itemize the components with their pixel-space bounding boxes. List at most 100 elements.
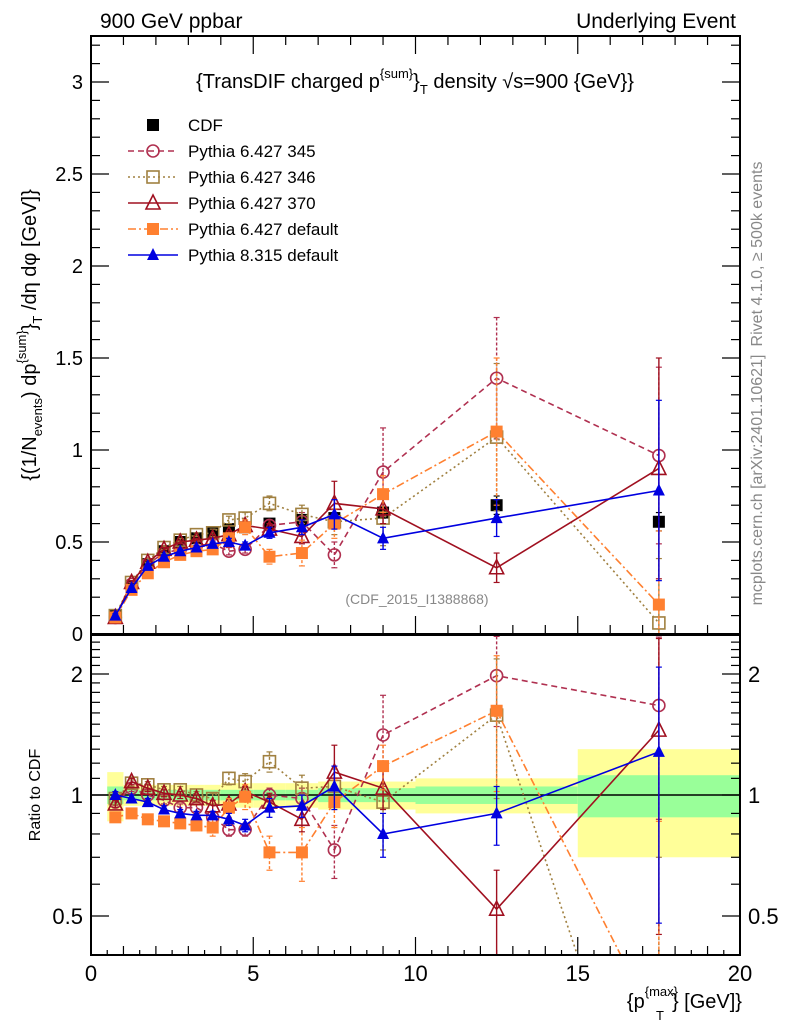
main-data-point (295, 547, 308, 560)
main-data-point (109, 608, 122, 621)
ratio-data-point (222, 801, 235, 814)
ratio-data-point (141, 795, 154, 808)
ratio-y-tick-label-left: 0.5 (52, 904, 83, 929)
ratio-data-point (109, 788, 122, 800)
ratio-frame (90, 634, 741, 956)
main-y-tick-label: 0.5 (55, 532, 83, 554)
ratio-data-point (206, 808, 219, 821)
ratio-data-point (158, 802, 171, 815)
ratio-data-point (206, 821, 219, 834)
x-axis-label: {p{max} T} [GeV]} (627, 984, 742, 1023)
main-data-point (295, 520, 308, 533)
ratio-data-point (155, 783, 173, 801)
ratio-series-group (107, 635, 668, 956)
ratio-data-point (293, 809, 311, 827)
ratio-data-point (263, 800, 276, 813)
ratio-data-point (490, 704, 503, 717)
legend-entry: Pythia 8.315 default (128, 246, 339, 265)
main-data-point (652, 598, 665, 611)
x-tick-label: 0 (85, 961, 97, 986)
main-y-tick-label: 1.5 (55, 348, 83, 370)
ratio-data-point (174, 806, 187, 819)
mcplots-label: mcplots.cern.ch [arXiv:2401.10621] (749, 355, 766, 606)
ratio-data-point (295, 846, 308, 859)
header-left-label: 900 GeV ppbar (100, 10, 242, 33)
legend-entry: Pythia 6.427 345 (128, 142, 316, 161)
ratio-data-point (107, 794, 124, 811)
legend-marker (147, 248, 159, 260)
ratio-data-point (490, 806, 503, 819)
main-data-point (263, 525, 276, 538)
main-data-point (190, 540, 203, 553)
legend-entry: CDF (147, 116, 223, 135)
legend-label: Pythia 8.315 default (188, 246, 339, 265)
ratio-data-point (222, 771, 236, 786)
main-data-point (377, 488, 390, 501)
main-data-point (263, 550, 276, 563)
main-data-point (158, 549, 171, 562)
ratio-data-point (222, 812, 235, 825)
ratio-data-point (158, 815, 171, 828)
main-data-point (206, 536, 219, 549)
ratio-data-point (327, 843, 342, 857)
ratio-series-pythia-8-315-default (109, 666, 665, 924)
chart-title: {TransDIF charged p{sum}}T density √s=90… (196, 66, 634, 97)
main-y-tick-label: 2.5 (55, 164, 83, 186)
main-data-point (490, 425, 503, 438)
main-panel: 0 0.5 1 1.5 2 2.5 3 {TransDIF charged p{sum}}T… (14, 35, 741, 646)
main-data-point (262, 496, 277, 511)
ratio-panel: 0.5 0.51 12 20 5 10 15 20 Ratio to CDF {p{max} T… (27, 634, 779, 1023)
main-data-point (327, 548, 342, 562)
main-y-tick-label: 3 (72, 72, 83, 94)
ratio-data-point (374, 778, 392, 795)
legend-label: CDF (188, 116, 223, 135)
legend-entry: Pythia 6.427 370 (128, 193, 316, 213)
ratio-y-tick-label-left: 2 (71, 662, 83, 687)
ratio-y-tick-label-right: 1 (748, 783, 760, 808)
ratio-data-point (239, 818, 252, 831)
ratio-data-point (263, 846, 276, 859)
legend-label: Pythia 6.427 345 (188, 142, 316, 161)
ratio-data-point (139, 778, 157, 795)
x-tick-label: 20 (728, 961, 752, 986)
ratio-data-point (174, 817, 187, 830)
ratio-data-point (652, 744, 665, 757)
ratio-data-point (125, 791, 138, 804)
x-tick-label: 10 (403, 961, 427, 986)
main-y-tick-label: 0 (72, 624, 83, 646)
x-tick-label: 5 (247, 961, 259, 986)
main-series-group (107, 316, 668, 635)
main-data-point (377, 531, 390, 544)
ratio-data-point (109, 811, 122, 824)
legend: CDF Pythia 6.427 345 Pythia 6.427 346 Pythi… (128, 116, 339, 265)
x-tick-label: 15 (566, 961, 590, 986)
legend-label: Pythia 6.427 default (188, 220, 339, 239)
analysis-id-annotation: (CDF_2015_I1388868) (345, 591, 488, 607)
ratio-y-tick-label-left: 1 (71, 783, 83, 808)
legend-label: Pythia 6.427 370 (188, 194, 316, 213)
main-data-point (328, 507, 341, 520)
main-series-pythia-6-427-345 (108, 316, 666, 625)
ratio-data-point (295, 781, 309, 795)
ratio-data-point (190, 819, 203, 832)
ratio-data-point (171, 785, 189, 802)
legend-marker (146, 144, 160, 158)
ratio-data-point (190, 808, 203, 821)
ratio-data-point (328, 779, 341, 792)
legend-marker (147, 223, 159, 235)
legend-entry: Pythia 6.427 default (128, 220, 339, 239)
main-series-pythia-8-315-default (109, 399, 665, 621)
main-data-point (490, 511, 503, 524)
main-y-tick-label: 1 (72, 440, 83, 462)
ratio-data-point (123, 771, 140, 789)
ratio-data-point (488, 899, 505, 916)
main-y-axis-label: {(1/Nevents) dp{sum}}T /dη dφ [GeV]} (14, 189, 45, 481)
legend-entry: Pythia 6.427 346 (128, 168, 316, 187)
ratio-y-axis-label: Ratio to CDF (27, 749, 44, 842)
main-data-point (374, 499, 392, 516)
main-data-point (488, 557, 505, 575)
main-y-tick-label: 2 (72, 256, 83, 278)
ratio-data-point (377, 760, 390, 773)
main-data-point (652, 483, 665, 496)
